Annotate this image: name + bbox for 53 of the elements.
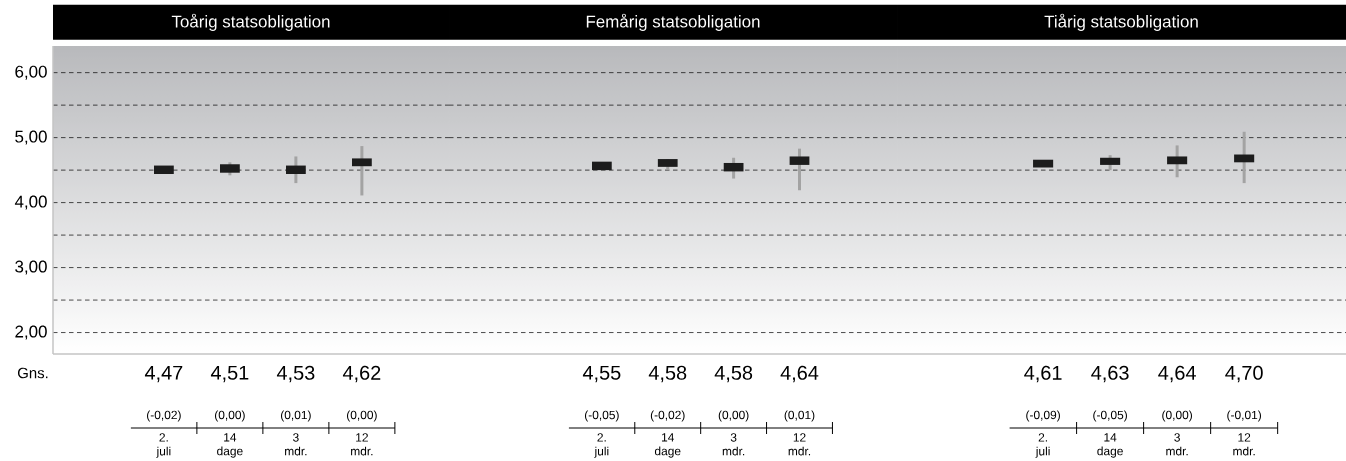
- candlestick: [351, 146, 372, 196]
- x-tick-label: 12 mdr.: [1233, 433, 1255, 456]
- text: 4,58: [648, 365, 687, 383]
- text: (-0,02): [147, 410, 181, 422]
- chart-title: Toårig statsobligation: [171, 13, 330, 31]
- x-tick-label: 14 dage: [217, 433, 243, 458]
- y-tick-label: 4,00: [14, 195, 47, 210]
- text: 4,62: [342, 365, 381, 383]
- text: Gns.: [17, 367, 48, 379]
- text: 4,47: [144, 365, 183, 383]
- chart-title: Femårig statsobligation: [586, 13, 760, 31]
- candlestick: [1167, 145, 1188, 178]
- candlestick: [591, 161, 612, 171]
- x-tick-label: 12 mdr.: [351, 433, 373, 456]
- text: (0,01): [784, 410, 815, 422]
- y-tick-label: 6,00: [15, 65, 47, 80]
- text: (0,00): [215, 410, 245, 422]
- text: 4,64: [1158, 365, 1196, 383]
- text: 4,58: [714, 365, 753, 383]
- x-tick-label: 3 mdr.: [1166, 433, 1188, 456]
- x-tick-label: 14 dage: [1097, 433, 1123, 458]
- text: 4,64: [780, 365, 819, 383]
- text: (0,00): [718, 410, 749, 422]
- text: 4,55: [582, 365, 621, 383]
- text: 4,63: [1091, 365, 1129, 383]
- text: (-0,01): [1227, 410, 1261, 422]
- text: (-0,09): [1026, 410, 1060, 422]
- x-tick-label: 14 dage: [654, 433, 681, 458]
- chart-title: Tiårig statsobligation: [1044, 13, 1198, 31]
- text: (-0,05): [584, 410, 619, 422]
- text: 4,53: [276, 365, 315, 383]
- candlestick: [153, 165, 174, 175]
- x-tick-label: 2. juli: [156, 433, 171, 458]
- text: (0,00): [1162, 410, 1192, 422]
- x-tick-label: 3 mdr.: [722, 433, 745, 456]
- x-tick-label: 2. juli: [1035, 433, 1050, 458]
- x-tick-label: 12 mdr.: [788, 433, 811, 456]
- x-tick-label: 3 mdr.: [285, 433, 307, 456]
- candlestick: [723, 156, 744, 179]
- candlestick: [1033, 159, 1054, 168]
- y-tick-label: 5,00: [15, 130, 47, 145]
- text: 4,51: [210, 365, 249, 383]
- candlestick: [789, 148, 810, 191]
- text: 4,61: [1024, 365, 1062, 383]
- text: (-0,05): [1093, 410, 1127, 422]
- x-tick-label: 2. juli: [594, 433, 609, 458]
- candlestick: [285, 156, 306, 185]
- y-tick-label: 3,00: [15, 260, 47, 275]
- text: 4,70: [1225, 365, 1263, 383]
- y-tick-label: 2,00: [15, 325, 47, 340]
- text: (-0,02): [650, 410, 685, 422]
- text: (0,01): [281, 410, 311, 422]
- text: (0,00): [347, 410, 377, 422]
